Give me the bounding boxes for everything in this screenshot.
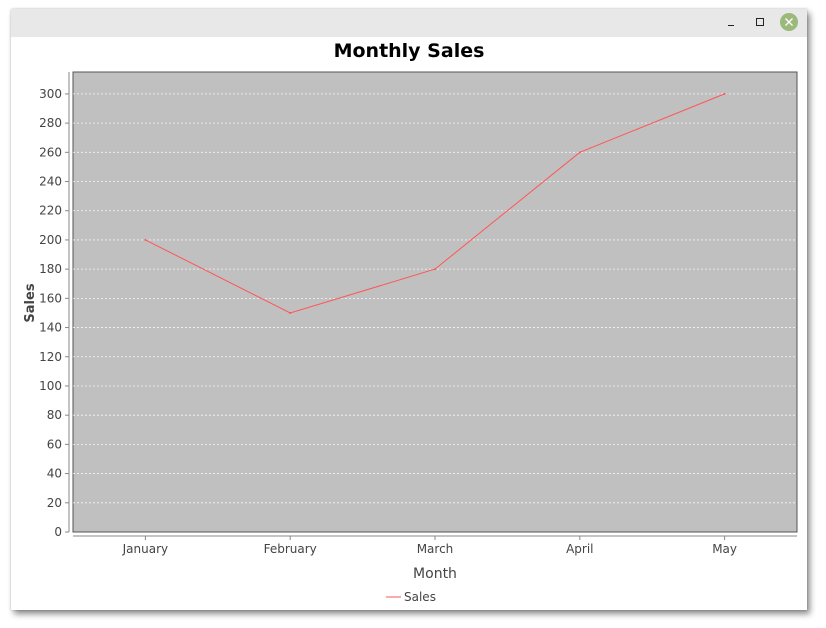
plot-area <box>72 71 798 533</box>
y-tick-label: 20 <box>47 496 62 510</box>
data-point <box>144 238 147 241</box>
y-tick-label: 240 <box>39 175 62 189</box>
y-tick-label: 260 <box>39 145 62 159</box>
x-axis-label: Month <box>413 566 457 582</box>
window-titlebar[interactable] <box>11 9 807 37</box>
y-tick-label: 120 <box>39 350 62 364</box>
data-point <box>289 311 292 314</box>
y-tick-label: 160 <box>39 291 62 305</box>
chart-title: Monthly Sales <box>334 40 485 62</box>
x-tick-label: March <box>417 542 454 556</box>
y-tick-label: 280 <box>39 116 62 130</box>
y-tick-label: 140 <box>39 321 62 335</box>
y-tick-label: 0 <box>54 525 62 539</box>
y-tick-label: 60 <box>47 437 62 451</box>
minimize-icon[interactable] <box>724 15 740 31</box>
y-tick-label: 200 <box>39 233 62 247</box>
gridlines <box>73 93 797 504</box>
data-point <box>434 268 436 271</box>
x-tick-label: April <box>566 542 593 556</box>
legend: Sales <box>386 590 436 604</box>
x-tick-label: May <box>712 542 737 556</box>
data-point <box>578 151 581 154</box>
x-tick-label: January <box>122 542 169 556</box>
data-point <box>723 92 726 95</box>
maximize-icon[interactable] <box>753 15 769 31</box>
y-tick-label: 300 <box>39 87 62 101</box>
y-tick-label: 80 <box>47 408 62 422</box>
y-tick-label: 180 <box>39 262 62 276</box>
y-tick-label: 220 <box>39 204 62 218</box>
legend-label: Sales <box>404 590 436 604</box>
y-axis: 0 20 40 60 80 100 120 140 160 180 200 220 240 260 280 3… <box>39 72 70 539</box>
y-tick-label: 40 <box>47 467 62 481</box>
x-tick-label: February <box>264 542 317 556</box>
x-axis: January February March April May <box>73 535 797 556</box>
series-layer <box>144 92 726 314</box>
y-tick-label: 100 <box>39 379 62 393</box>
y-axis-label: Sales <box>23 283 38 322</box>
close-icon[interactable] <box>780 13 798 31</box>
